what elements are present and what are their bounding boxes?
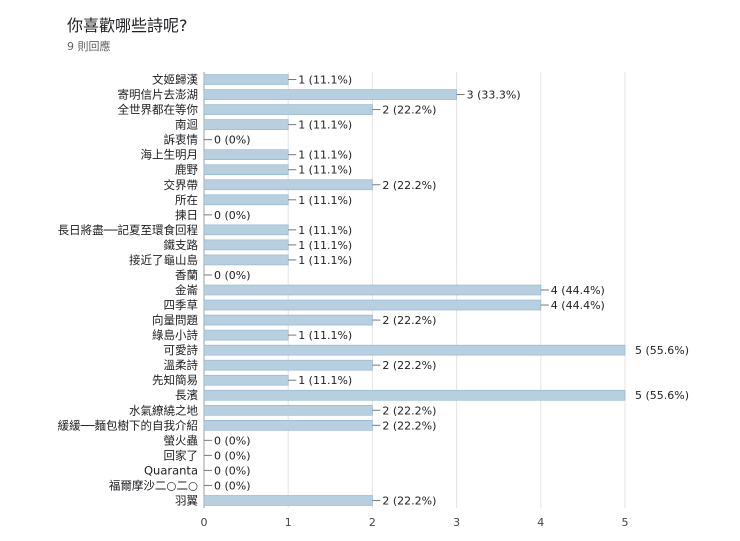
bar[interactable]: [203, 104, 373, 115]
value-label: 1 (11.1%): [298, 329, 352, 342]
category-label: 揀日: [175, 208, 198, 222]
value-label: 2 (22.2%): [382, 494, 436, 507]
x-tick-label: 2: [369, 516, 376, 529]
bar[interactable]: [203, 284, 542, 296]
category-label: 羽翼: [175, 493, 198, 507]
value-label: 3 (33.3%): [467, 89, 521, 102]
value-label: 1 (11.1%): [298, 164, 352, 177]
category-label: 接近了龜山島: [129, 253, 198, 267]
category-label: 鹿野: [175, 163, 198, 177]
category-label: 金崙: [175, 283, 198, 297]
value-label: 1 (11.1%): [298, 194, 352, 207]
response-count: 9 則回應: [67, 40, 111, 53]
category-label: 回家了: [164, 448, 199, 462]
category-label: 向量問題: [152, 313, 198, 327]
value-label: 1 (11.1%): [298, 239, 352, 252]
bar[interactable]: [203, 329, 289, 341]
bar[interactable]: [203, 254, 289, 266]
category-label: 所在: [175, 193, 198, 207]
value-label: 4 (44.4%): [551, 284, 605, 297]
value-label: 0 (0%): [214, 449, 251, 462]
bar[interactable]: [203, 314, 373, 326]
bar[interactable]: [203, 74, 289, 85]
category-label: 福爾摩沙二○二○: [109, 478, 198, 492]
bar[interactable]: [203, 344, 626, 356]
value-label: 5 (55.6%): [635, 389, 689, 402]
value-label: 2 (22.2%): [382, 314, 436, 327]
bar[interactable]: [203, 179, 373, 191]
value-label: 5 (55.6%): [635, 344, 689, 357]
bar[interactable]: [203, 299, 542, 311]
category-label: 交界帶: [164, 178, 199, 192]
page-title: 你喜歡哪些詩呢?: [67, 16, 188, 35]
category-label: 文姬歸漢: [152, 73, 198, 87]
bar[interactable]: [203, 89, 457, 100]
category-label: 全世界都在等你: [118, 103, 199, 117]
value-label: 0 (0%): [214, 479, 251, 492]
category-label: 鐵支路: [164, 238, 199, 252]
value-label: 1 (11.1%): [298, 119, 352, 132]
bar[interactable]: [203, 224, 289, 236]
value-label: 2 (22.2%): [382, 419, 436, 432]
category-label: 長日將盡──記夏至環食回程: [58, 223, 199, 237]
bar[interactable]: [203, 420, 373, 431]
value-label: 2 (22.2%): [382, 179, 436, 192]
bar[interactable]: [203, 164, 289, 176]
x-tick-label: 0: [201, 516, 208, 529]
bar[interactable]: [203, 374, 289, 386]
value-label: 1 (11.1%): [298, 224, 352, 237]
category-label: 長濱: [175, 388, 198, 402]
category-label: 緩緩──麵包樹下的自我介紹: [58, 418, 198, 432]
value-label: 1 (11.1%): [298, 74, 352, 87]
bar[interactable]: [203, 149, 289, 160]
bar[interactable]: [203, 239, 289, 251]
value-label: 2 (22.2%): [382, 104, 436, 117]
category-label: 水氣繚繞之地: [129, 403, 198, 417]
value-label: 0 (0%): [214, 464, 251, 477]
category-label: 南迴: [175, 118, 198, 132]
bar[interactable]: [203, 389, 626, 401]
value-label: 2 (22.2%): [382, 359, 436, 372]
bar[interactable]: [203, 404, 373, 416]
value-label: 0 (0%): [214, 209, 251, 222]
category-label: 螢火蟲: [164, 433, 199, 447]
category-label: 香蘭: [175, 268, 198, 282]
category-label: 溫柔詩: [164, 358, 199, 372]
category-label: 寄明信片去澎湖: [118, 88, 199, 102]
x-tick-label: 1: [285, 516, 292, 529]
category-label: 四季草: [164, 298, 199, 312]
value-label: 0 (0%): [214, 134, 251, 147]
x-tick-label: 3: [453, 516, 460, 529]
value-label: 0 (0%): [214, 434, 251, 447]
x-tick-label: 5: [622, 516, 629, 529]
value-label: 1 (11.1%): [298, 374, 352, 387]
category-label: 綠島小詩: [152, 328, 198, 342]
value-label: 1 (11.1%): [298, 149, 352, 162]
value-label: 0 (0%): [214, 269, 251, 282]
category-label: 訴衷情: [164, 133, 199, 147]
x-tick-label: 4: [537, 516, 544, 529]
bar[interactable]: [203, 359, 373, 371]
bar[interactable]: [203, 119, 289, 130]
value-label: 2 (22.2%): [382, 404, 436, 417]
category-label: 海上生明月: [141, 148, 199, 162]
category-label: Quaranta: [144, 463, 198, 477]
bar[interactable]: [203, 495, 373, 506]
category-label: 可愛詩: [164, 343, 199, 357]
category-label: 先知簡易: [152, 373, 198, 387]
bar[interactable]: [203, 194, 289, 206]
value-label: 1 (11.1%): [298, 254, 352, 267]
value-label: 4 (44.4%): [551, 299, 605, 312]
